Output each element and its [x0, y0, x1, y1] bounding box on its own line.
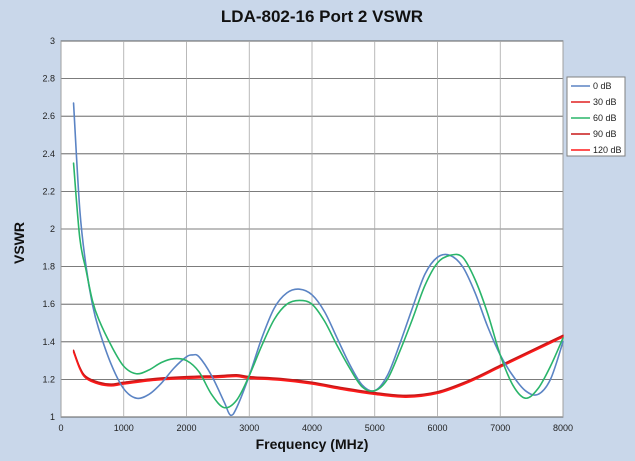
y-tick-label: 2.2 [42, 186, 55, 196]
y-tick-label: 1.2 [42, 374, 55, 384]
x-tick-label: 3000 [239, 423, 259, 433]
legend-label: 30 dB [593, 97, 617, 107]
y-tick-label: 2 [50, 224, 55, 234]
y-tick-label: 1.4 [42, 337, 55, 347]
y-tick-label: 3 [50, 36, 55, 46]
x-axis-label: Frequency (MHz) [256, 436, 369, 452]
x-tick-label: 7000 [490, 423, 510, 433]
x-tick-label: 0 [58, 423, 63, 433]
y-tick-label: 2.6 [42, 111, 55, 121]
series-lines [72, 102, 564, 417]
tick-labels: 1 1.2 1.4 1.6 1.8 2 2.2 2.4 2.6 2.8 3 0 1000 2000 3000… [42, 36, 573, 433]
legend-label: 90 dB [593, 129, 617, 139]
legend-box [566, 76, 626, 157]
legend-label: 120 dB [593, 145, 622, 155]
y-tick-label: 1.8 [42, 262, 55, 272]
series-line-0-db [72, 102, 564, 417]
legend-label: 0 dB [593, 81, 612, 91]
series-line-60-db [72, 162, 564, 409]
x-tick-label: 1000 [114, 423, 134, 433]
series-line-120-db [72, 336, 564, 398]
y-tick-label: 1 [50, 412, 55, 422]
legend-label: 60 dB [593, 113, 617, 123]
x-tick-label: 2000 [176, 423, 196, 433]
x-tick-label: 8000 [553, 423, 573, 433]
y-tick-label: 1.6 [42, 299, 55, 309]
chart-title: LDA-802-16 Port 2 VSWR [221, 7, 423, 26]
x-tick-label: 5000 [365, 423, 385, 433]
x-tick-label: 4000 [302, 423, 322, 433]
legend: 0 dB 30 dB 60 dB 90 dB 120 dB [566, 76, 626, 157]
y-axis-label: VSWR [11, 222, 27, 264]
y-tick-label: 2.8 [42, 74, 55, 84]
y-tick-label: 2.4 [42, 149, 55, 159]
x-tick-label: 6000 [427, 423, 447, 433]
